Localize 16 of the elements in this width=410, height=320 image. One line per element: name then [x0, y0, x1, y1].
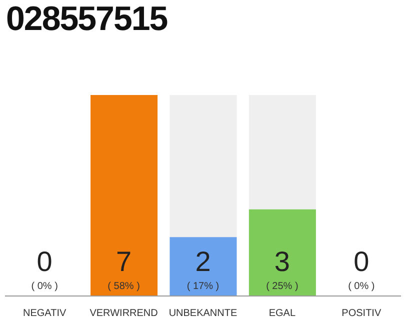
- data-label: ( 0% ): [348, 281, 375, 292]
- annotation: 2: [195, 246, 211, 277]
- x-tick-label: EGAL: [268, 308, 296, 319]
- annotation: 0: [354, 246, 370, 277]
- data-label: ( 25% ): [266, 281, 298, 292]
- annotation: 7: [116, 246, 132, 277]
- data-label: ( 58% ): [108, 281, 140, 292]
- x-tick-label: POSITIV: [342, 308, 382, 319]
- annotation: 0: [36, 246, 52, 277]
- x-tick-label: UNBEKANNTE: [168, 308, 238, 319]
- data-label: ( 17% ): [186, 281, 220, 292]
- annotation: 3: [274, 246, 290, 277]
- x-tick-label: NEGATIV: [23, 308, 67, 319]
- chart-title: 028557515: [6, 0, 168, 39]
- data-label: ( 0% ): [31, 281, 58, 292]
- x-tick-label: VERWIRREND: [90, 308, 158, 319]
